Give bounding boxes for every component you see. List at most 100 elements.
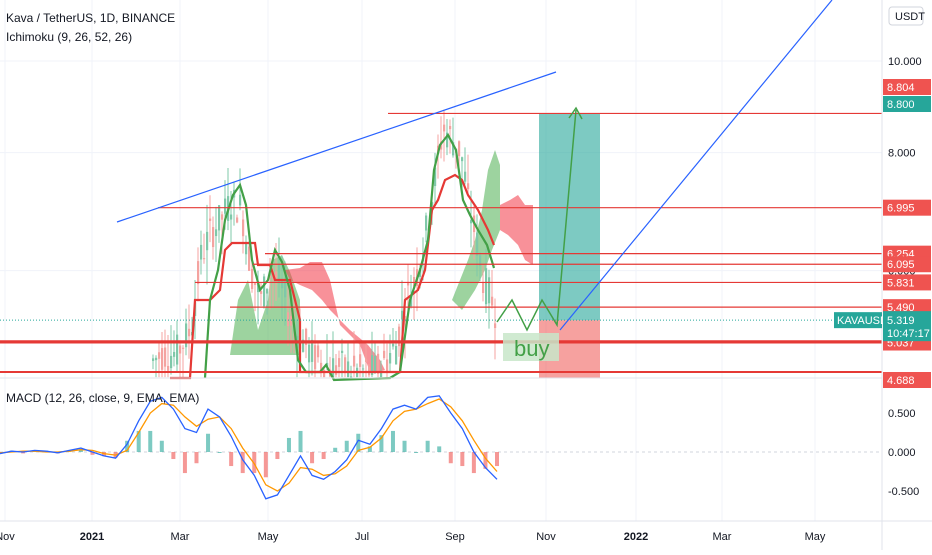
candle-body xyxy=(242,219,245,237)
price-tag-bg xyxy=(883,256,931,273)
candle-body xyxy=(305,328,308,346)
macd-histogram-bar xyxy=(437,446,442,452)
candle-body xyxy=(383,350,386,359)
macd-legend: MACD (12, 26, close, 9, EMA, EMA) xyxy=(6,391,199,405)
candle-body xyxy=(266,289,269,294)
candle-body xyxy=(248,246,251,271)
macd-histogram-bar xyxy=(310,452,315,464)
macd-histogram-bar xyxy=(483,452,488,469)
candle-body xyxy=(407,281,410,286)
time-tick-label: 2022 xyxy=(624,531,648,543)
macd-line xyxy=(0,395,498,500)
candle-body xyxy=(377,353,380,374)
trendlines-layer xyxy=(116,0,833,332)
candle-body xyxy=(302,339,305,352)
upper-resistance-trendline xyxy=(116,71,557,223)
macd-histogram-bar xyxy=(367,446,372,452)
candle-body xyxy=(449,125,452,130)
candle-body xyxy=(446,132,449,148)
price-tag: 6.095 xyxy=(887,259,915,271)
time-tick-label: Nov xyxy=(0,531,15,543)
buy-annotation-text: buy xyxy=(514,336,549,361)
candle-body xyxy=(314,345,317,370)
profit-zone xyxy=(539,113,600,321)
macd-histogram-bar xyxy=(402,440,407,452)
macd-histogram-bar xyxy=(206,433,211,452)
time-axis[interactable]: Nov 2021 Mar May Jul Sep Nov 2022 Mar May xyxy=(0,531,826,543)
macd-histogram-bar xyxy=(217,452,222,453)
price-tag-bg xyxy=(883,96,931,112)
candle-body xyxy=(245,243,248,255)
cloud-green xyxy=(452,150,500,310)
candle-body xyxy=(380,372,383,378)
candle-body xyxy=(389,353,392,364)
candle-body xyxy=(182,347,185,349)
candle-body xyxy=(278,264,281,284)
candle-body xyxy=(347,361,350,378)
candle-body xyxy=(398,326,401,347)
candle-body xyxy=(317,345,320,358)
time-tick-label: Sep xyxy=(445,531,465,543)
buy-annotation[interactable]: buy xyxy=(503,333,559,361)
candle-body xyxy=(482,282,485,294)
macd-histogram-bar xyxy=(448,452,453,464)
time-tick-label: Nov xyxy=(536,531,556,543)
candle-body xyxy=(335,365,338,375)
price-tag: 4.688 xyxy=(887,375,915,387)
candle-body xyxy=(167,365,170,371)
candle-body xyxy=(158,352,161,359)
macd-histogram-bar xyxy=(90,452,95,455)
projected-path xyxy=(496,109,577,332)
candle-body xyxy=(425,215,428,231)
candle-body xyxy=(323,369,326,378)
buy-annotation-box xyxy=(503,333,559,361)
candle-body xyxy=(275,271,278,278)
macd-histogram-bar xyxy=(390,430,395,452)
symbol-legend: Kava / TetherUS, 1D, BINANCE xyxy=(6,11,175,25)
candle-body xyxy=(164,347,167,367)
cloud-red xyxy=(500,195,533,265)
macd-histogram-bar xyxy=(321,452,326,460)
candle-body xyxy=(284,281,287,298)
macd-histogram-bar xyxy=(425,440,430,452)
price-tag: 6.995 xyxy=(887,203,915,215)
macd-histogram-bar xyxy=(344,440,349,452)
candle-body xyxy=(263,276,266,307)
price-tick-label: 10.000 xyxy=(888,56,922,68)
candle-body xyxy=(410,295,413,307)
candle-body xyxy=(350,376,353,378)
time-tick-label: Mar xyxy=(171,531,190,543)
candle-body xyxy=(434,167,437,187)
candle-body xyxy=(281,280,284,289)
candle-body xyxy=(341,350,344,353)
candle-body xyxy=(215,229,218,237)
macd-layer xyxy=(0,395,882,500)
current-price-tag: 5.319 xyxy=(887,315,915,327)
candle-body xyxy=(338,358,341,367)
candle-body xyxy=(308,344,311,363)
price-tag: 8.804 xyxy=(887,82,915,94)
candle-body xyxy=(365,359,368,363)
macd-tick-label: -0.500 xyxy=(888,486,919,498)
symbol-tag: KAVAUSDT xyxy=(837,315,895,327)
candle-body xyxy=(230,214,233,220)
candle-body xyxy=(344,357,347,372)
candle-body xyxy=(209,218,212,221)
macd-histogram-bar xyxy=(125,440,130,452)
candle-body xyxy=(221,214,224,220)
candle-body xyxy=(461,157,464,162)
candle-body xyxy=(218,205,221,231)
currency-button[interactable]: USDT xyxy=(888,6,925,26)
candle-body xyxy=(404,315,407,323)
candle-body xyxy=(311,339,314,362)
candle-body xyxy=(452,142,455,156)
candle-body xyxy=(179,345,182,354)
macd-histogram-bar xyxy=(286,437,291,452)
candle-body xyxy=(458,141,461,157)
macd-histogram-bar xyxy=(414,452,419,453)
candle-body xyxy=(290,316,293,326)
macd-histogram-bar xyxy=(298,430,303,452)
candle-body xyxy=(212,227,215,248)
